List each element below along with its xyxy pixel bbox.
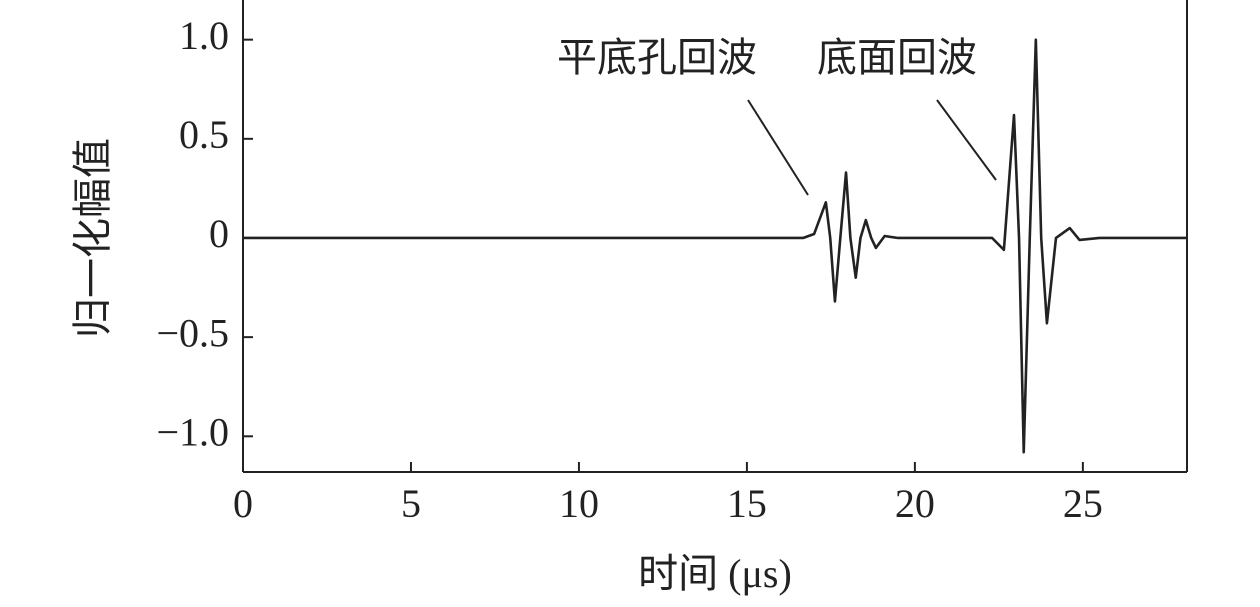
y-tick-label: 1.0 bbox=[179, 13, 229, 58]
annotation-leader bbox=[747, 99, 809, 196]
x-tick-label: 15 bbox=[727, 481, 767, 526]
y-tick-label: 0.5 bbox=[179, 112, 229, 157]
x-tick-label: 5 bbox=[401, 481, 421, 526]
annotation: 底面回波 bbox=[817, 35, 977, 80]
y-tick-label: −0.5 bbox=[156, 310, 229, 355]
signal-line bbox=[243, 38, 1187, 454]
annotation-leader bbox=[936, 99, 997, 181]
x-tick-label: 25 bbox=[1063, 481, 1103, 526]
x-axis-label: 时间 (μs) bbox=[638, 551, 792, 596]
y-tick-label: −1.0 bbox=[156, 409, 229, 454]
x-tick-label: 20 bbox=[895, 481, 935, 526]
x-tick-label: 10 bbox=[559, 481, 599, 526]
y-axis-label: 归一化幅值 bbox=[70, 138, 115, 338]
annotation: 平底孔回波 bbox=[557, 35, 757, 80]
x-tick-label: 0 bbox=[233, 481, 253, 526]
y-tick-label: 0 bbox=[209, 211, 229, 256]
